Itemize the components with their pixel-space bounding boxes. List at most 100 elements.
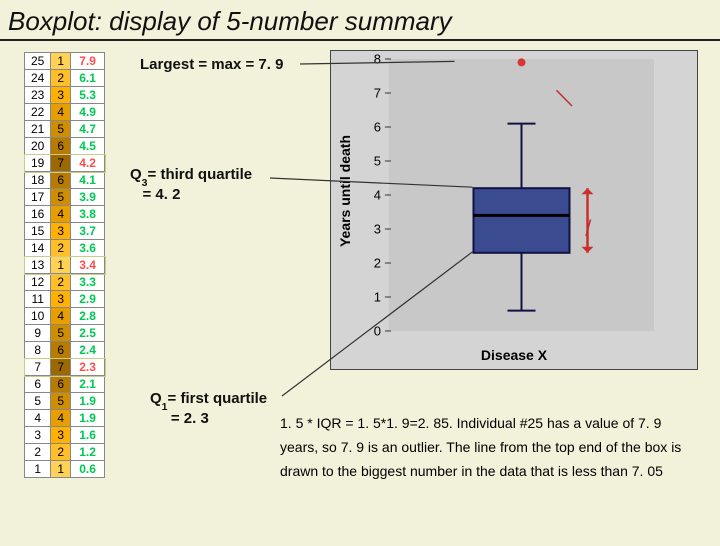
cell-id: 20 <box>25 138 51 155</box>
cell-group: 7 <box>51 359 71 376</box>
cell-value: 6.1 <box>71 70 105 87</box>
cell-value: 0.6 <box>71 461 105 478</box>
table-row: 952.5 <box>25 325 105 342</box>
cell-group: 6 <box>51 172 71 189</box>
cell-value: 4.2 <box>71 155 105 172</box>
cell-group: 6 <box>51 376 71 393</box>
cell-group: 1 <box>51 461 71 478</box>
cell-group: 3 <box>51 291 71 308</box>
cell-group: 5 <box>51 325 71 342</box>
cell-group: 3 <box>51 427 71 444</box>
table-row: 1132.9 <box>25 291 105 308</box>
cell-value: 2.9 <box>71 291 105 308</box>
table-row: 1042.8 <box>25 308 105 325</box>
table-row: 2154.7 <box>25 121 105 138</box>
cell-group: 6 <box>51 138 71 155</box>
table-row: 1533.7 <box>25 223 105 240</box>
cell-group: 5 <box>51 189 71 206</box>
cell-value: 3.7 <box>71 223 105 240</box>
cell-value: 4.9 <box>71 104 105 121</box>
cell-id: 22 <box>25 104 51 121</box>
boxplot-chart: Years until death Disease X 012345678 <box>330 50 698 370</box>
table-row: 551.9 <box>25 393 105 410</box>
table-row: 2426.1 <box>25 70 105 87</box>
cell-group: 4 <box>51 104 71 121</box>
table-row: 2335.3 <box>25 87 105 104</box>
table-row: 662.1 <box>25 376 105 393</box>
table-row: 1223.3 <box>25 274 105 291</box>
cell-id: 11 <box>25 291 51 308</box>
footnote-text: 1. 5 * IQR = 1. 5*1. 9=2. 85. Individual… <box>280 412 700 483</box>
cell-id: 21 <box>25 121 51 138</box>
data-table: 2517.92426.12335.32244.92154.72064.51974… <box>24 52 105 478</box>
table-row: 862.4 <box>25 342 105 359</box>
boxplot-svg <box>331 51 699 371</box>
cell-group: 7 <box>51 155 71 172</box>
cell-group: 3 <box>51 87 71 104</box>
cell-value: 1.9 <box>71 393 105 410</box>
cell-value: 4.5 <box>71 138 105 155</box>
cell-value: 2.3 <box>71 359 105 376</box>
cell-id: 17 <box>25 189 51 206</box>
cell-id: 10 <box>25 308 51 325</box>
cell-value: 3.8 <box>71 206 105 223</box>
cell-value: 2.8 <box>71 308 105 325</box>
cell-group: 2 <box>51 274 71 291</box>
table-row: 1974.2 <box>25 155 105 172</box>
cell-value: 1.9 <box>71 410 105 427</box>
anno-q3: Q3= third quartile = 4. 2 <box>130 166 252 203</box>
table-row: 110.6 <box>25 461 105 478</box>
cell-id: 4 <box>25 410 51 427</box>
cell-value: 4.1 <box>71 172 105 189</box>
cell-group: 4 <box>51 410 71 427</box>
cell-value: 2.5 <box>71 325 105 342</box>
cell-value: 1.6 <box>71 427 105 444</box>
cell-id: 25 <box>25 53 51 70</box>
page-title: Boxplot: display of 5-number summary <box>0 0 720 41</box>
cell-id: 23 <box>25 87 51 104</box>
cell-value: 3.4 <box>71 257 105 274</box>
cell-group: 2 <box>51 70 71 87</box>
cell-group: 5 <box>51 121 71 138</box>
cell-id: 19 <box>25 155 51 172</box>
cell-id: 8 <box>25 342 51 359</box>
cell-value: 3.6 <box>71 240 105 257</box>
table-row: 1643.8 <box>25 206 105 223</box>
cell-id: 3 <box>25 427 51 444</box>
anno-largest: Largest = max = 7. 9 <box>140 56 283 73</box>
cell-group: 2 <box>51 444 71 461</box>
cell-id: 6 <box>25 376 51 393</box>
table-row: 772.3 <box>25 359 105 376</box>
table-row: 221.2 <box>25 444 105 461</box>
cell-group: 5 <box>51 393 71 410</box>
cell-value: 7.9 <box>71 53 105 70</box>
cell-group: 1 <box>51 53 71 70</box>
table-row: 1864.1 <box>25 172 105 189</box>
cell-value: 5.3 <box>71 87 105 104</box>
cell-id: 16 <box>25 206 51 223</box>
table-row: 331.6 <box>25 427 105 444</box>
cell-group: 6 <box>51 342 71 359</box>
main-area: 2517.92426.12335.32244.92154.72064.51974… <box>0 46 720 540</box>
cell-value: 4.7 <box>71 121 105 138</box>
cell-id: 18 <box>25 172 51 189</box>
cell-id: 15 <box>25 223 51 240</box>
table-row: 2064.5 <box>25 138 105 155</box>
cell-id: 1 <box>25 461 51 478</box>
cell-id: 13 <box>25 257 51 274</box>
cell-value: 3.9 <box>71 189 105 206</box>
cell-group: 4 <box>51 206 71 223</box>
cell-id: 12 <box>25 274 51 291</box>
cell-value: 3.3 <box>71 274 105 291</box>
table-row: 1423.6 <box>25 240 105 257</box>
anno-q1: Q1= first quartile = 2. 3 <box>150 390 267 427</box>
table-row: 441.9 <box>25 410 105 427</box>
cell-group: 1 <box>51 257 71 274</box>
cell-id: 5 <box>25 393 51 410</box>
table-row: 1753.9 <box>25 189 105 206</box>
cell-value: 2.1 <box>71 376 105 393</box>
cell-id: 2 <box>25 444 51 461</box>
cell-id: 24 <box>25 70 51 87</box>
cell-id: 7 <box>25 359 51 376</box>
cell-group: 4 <box>51 308 71 325</box>
